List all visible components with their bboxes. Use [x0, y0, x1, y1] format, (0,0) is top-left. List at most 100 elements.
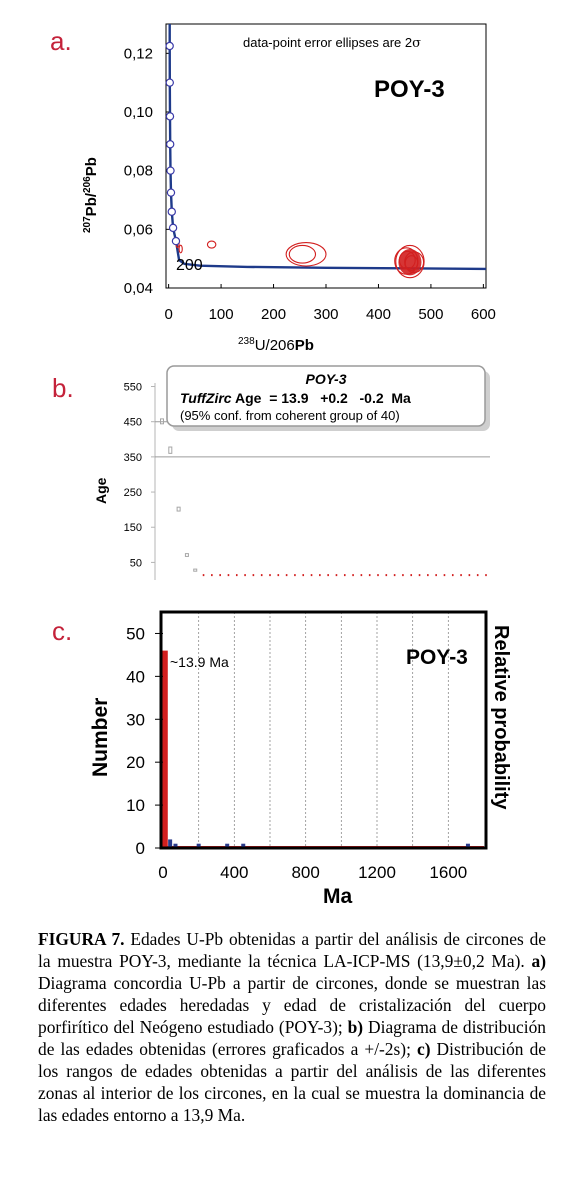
a-y-tick-label: 0,04 — [124, 280, 153, 297]
inherited-age-bar — [176, 506, 181, 512]
b-y-tick-label: 450 — [124, 417, 142, 429]
panel-a-note: data-point error ellipses are 2σ — [243, 35, 421, 51]
tuffzirc-box-title: POY-3 — [306, 371, 347, 387]
panel-c-sample-label: POY-3 — [406, 646, 468, 669]
panel-b-letter: b. — [52, 373, 74, 403]
panel-a-note-text: data-point error ellipses are 2 — [243, 35, 412, 50]
b-y-tick-label: 350 — [124, 452, 142, 464]
histogram-bar — [173, 843, 178, 848]
figure-caption: FIGURA 7. Edades U-Pb obtenidas a partir… — [38, 928, 546, 1126]
a-y-tick-label: 0,10 — [124, 104, 153, 121]
panel-a-frame — [165, 23, 487, 289]
y-label-pb1: Pb/ — [83, 192, 100, 216]
inherited-age-bar — [160, 418, 164, 425]
panel-a-x-label: 238U/206Pb — [238, 336, 314, 354]
panel-c-grid — [198, 612, 449, 848]
error-ellipse — [404, 255, 419, 271]
b-y-tick-label: 550 — [124, 382, 142, 394]
concordia-point — [171, 236, 181, 246]
concordia-point — [165, 78, 174, 87]
a-x-tick-label: 100 — [209, 306, 234, 323]
error-ellipse — [285, 241, 327, 267]
caption-fig-label: FIGURA 7. — [38, 929, 125, 949]
tuffzirc-age-line: TuffZirc Age = 13.9 +0.2 -0.2 Ma — [180, 390, 411, 406]
histogram-bar — [241, 843, 246, 848]
panel-b: b. Age 50 150 250 350 450 550 POY-3 TuffZirc … — [52, 365, 490, 580]
panel-a-marks — [165, 24, 487, 279]
c-x-tick-label: 800 — [291, 863, 319, 882]
c-x-tick-label: 1200 — [358, 863, 396, 882]
panel-a-sample-label: POY-3 — [374, 76, 445, 103]
panel-a: a. data-point error ellipses are 2σ POY-… — [50, 23, 496, 354]
b-y-tick-label: 250 — [124, 487, 142, 499]
histogram-bar — [168, 839, 173, 848]
c-x-tick-label: 400 — [220, 863, 248, 882]
error-ellipse — [178, 244, 183, 254]
c-y-tick-label: 0 — [136, 839, 145, 858]
a-y-tick-label: 0,12 — [124, 45, 153, 62]
error-ellipse — [206, 240, 217, 249]
c-y-tick-label: 50 — [126, 624, 145, 643]
b-y-tick-label: 50 — [130, 557, 142, 569]
histogram-bar — [161, 650, 168, 848]
panel-c-peak-label: ~13.9 Ma — [170, 654, 229, 670]
a-x-tick-label: 300 — [313, 306, 338, 323]
a-y-tick-label: 0,08 — [124, 163, 153, 180]
panel-c-letter: c. — [52, 616, 72, 646]
c-y-tick-label: 30 — [126, 710, 145, 729]
error-ellipse — [288, 244, 317, 264]
tuffzirc-age-text: Age = 13.9 +0.2 -0.2 Ma — [232, 390, 411, 406]
caption-body-1: Edades U-Pb obtenidas a partir del análi… — [38, 929, 546, 971]
concordia-point — [165, 140, 175, 149]
error-ellipse — [404, 251, 425, 274]
concordia-point — [167, 207, 176, 216]
b-y-tick-label: 150 — [124, 522, 142, 534]
y-label-207: 207 — [82, 216, 93, 233]
a-y-tick-label: 0,06 — [124, 221, 153, 238]
caption-a-label: a) — [531, 951, 547, 971]
concordia-curve — [168, 24, 487, 271]
y-label-206: 206 — [82, 176, 93, 193]
caption-b-label: b) — [347, 1017, 364, 1037]
figure-canvas: a. data-point error ellipses are 2σ POY-… — [50, 23, 512, 908]
panel-c-frame — [159, 610, 488, 850]
a-x-tick-label: 600 — [471, 306, 496, 323]
caption-body-2: Diagrama concordia U-Pb a partir de circ… — [38, 973, 546, 1037]
a-x-tick-label: 400 — [366, 306, 391, 323]
panel-c: c. 0 400 800 1200 1600 0 10 20 30 40 50 ~13.9 Ma P… — [52, 610, 512, 908]
concordia-point — [168, 223, 178, 233]
panel-a-note-sigma: σ — [412, 36, 421, 51]
panel-b-marks — [160, 418, 487, 577]
histogram-bar — [225, 843, 230, 848]
tuffzirc-conf: (95% conf. from coherent group of 40) — [180, 408, 400, 423]
a-x-tick-label: 0 — [164, 306, 172, 323]
c-y-tick-label: 20 — [126, 753, 145, 772]
y-label-pb2: Pb — [83, 157, 100, 176]
x-label-pb: Pb — [295, 337, 314, 354]
concordia-point — [166, 188, 176, 197]
a-x-tick-label: 500 — [418, 306, 443, 323]
panel-c-y-label: Number — [89, 698, 112, 777]
inherited-age-bar — [184, 553, 189, 557]
x-label-238: 238 — [238, 336, 255, 347]
concordia-point — [166, 166, 175, 175]
inherited-age-bar — [193, 568, 198, 572]
c-x-tick-label: 1600 — [429, 863, 467, 882]
a-x-tick-label: 200 — [261, 306, 286, 323]
concordia-point — [165, 41, 174, 51]
panel-b-y-label: Age — [93, 477, 109, 504]
panel-c-marks — [161, 650, 484, 848]
panel-c-x-label: Ma — [323, 885, 352, 908]
panel-a-y-label: 207Pb/206Pb — [82, 157, 100, 233]
panel-c-ticks: 0 400 800 1200 1600 0 10 20 30 40 50 — [126, 624, 467, 882]
tuffzirc-box — [166, 365, 486, 427]
inherited-age-bar — [168, 446, 173, 454]
panel-a-age-marker: 200 — [176, 257, 203, 274]
panel-c-right-label: Relative probability — [490, 625, 512, 810]
c-y-tick-label: 10 — [126, 796, 145, 815]
caption-body-4: Distribución de los rangos de edades obt… — [38, 1039, 546, 1125]
concordia-point — [165, 112, 175, 121]
caption-body-3: Diagrama de distribución de las edades o… — [38, 1017, 546, 1059]
histogram-bar — [196, 843, 201, 848]
caption-c-label: c) — [416, 1039, 431, 1059]
